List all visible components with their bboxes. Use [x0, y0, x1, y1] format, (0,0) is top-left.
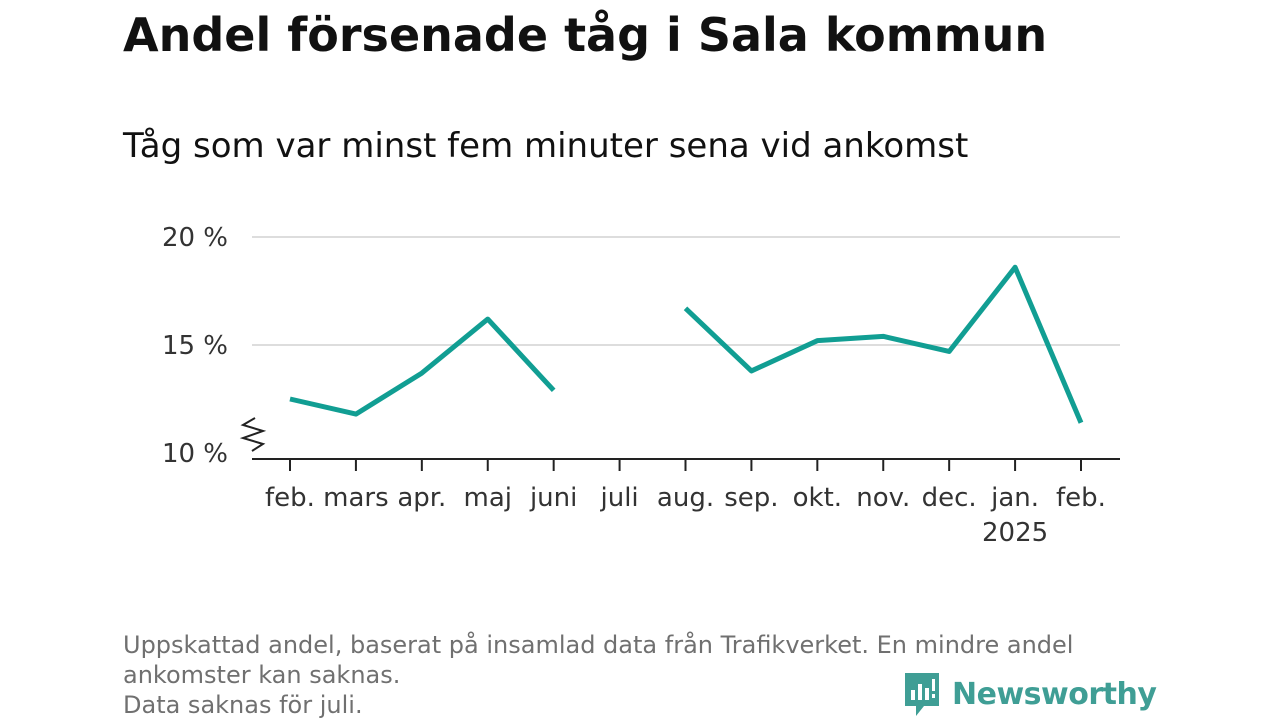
x-tick-label: nov. — [856, 483, 910, 513]
newsworthy-logo-icon — [905, 673, 939, 716]
x-tick-label: aug. — [657, 483, 714, 513]
x-tick-label: sep. — [724, 483, 778, 513]
x-tick-label: juli — [600, 483, 639, 513]
x-tick-label: jan. — [990, 483, 1039, 513]
footnote-line-2: Data saknas för juli. — [123, 691, 363, 719]
x-tick-label: juni — [529, 483, 577, 513]
x-tick-label: feb. — [265, 483, 315, 513]
y-axis: 10 % 15 % 20 % — [162, 223, 267, 469]
x-axis: feb. mars apr. maj juni juli aug. sep. okt. nov. d… — [252, 458, 1120, 548]
chart-title: Andel försenade tåg i Sala kommun — [123, 8, 1048, 62]
x-tick-label: dec. — [922, 483, 977, 513]
series-line-segment — [289, 316, 556, 417]
y-tick-label: 20 % — [162, 223, 228, 253]
x-tick-label: maj — [464, 483, 512, 513]
x-tick-label: okt. — [793, 483, 842, 513]
series-line-segment — [683, 264, 1084, 424]
y-tick-label: 10 % — [162, 439, 228, 469]
footnote-line-1: Uppskattad andel, baserat på insamlad da… — [123, 631, 1074, 689]
newsworthy-logo: Newsworthy — [902, 670, 1157, 718]
footnote: Uppskattad andel, baserat på insamlad da… — [123, 630, 1163, 720]
series-lines — [289, 264, 1084, 424]
y-tick-label: 15 % — [162, 331, 228, 361]
x-tick-sublabel: 2025 — [982, 518, 1048, 548]
line-chart: 10 % 15 % 20 % feb. mars apr. maj juni juli aug.… — [162, 223, 1120, 548]
x-tick-label: mars — [323, 483, 389, 513]
x-tick-label: feb. — [1056, 483, 1106, 513]
x-tick-label: apr. — [397, 483, 446, 513]
chart-subtitle: Tåg som var minst fem minuter sena vid a… — [123, 126, 969, 166]
y-axis-break — [239, 417, 267, 452]
gridlines — [252, 236, 1120, 346]
logo-text: Newsworthy — [952, 676, 1157, 712]
